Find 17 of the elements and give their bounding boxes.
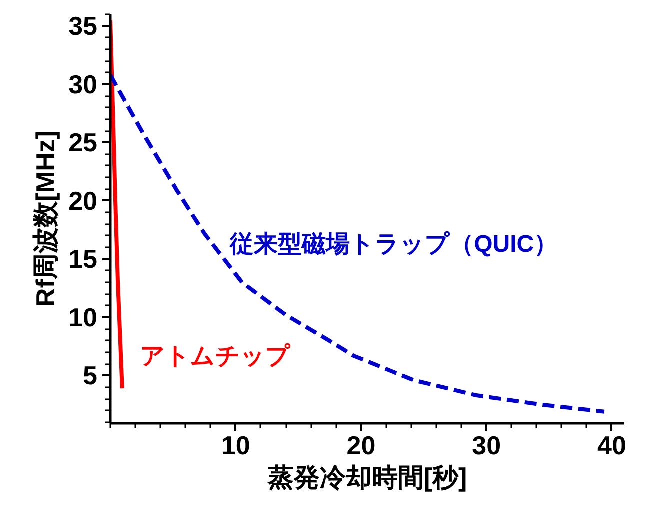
x-axis-title: 蒸発冷却時間[秒]	[266, 462, 468, 492]
x-tick-label: 20	[346, 430, 376, 460]
x-tick-label: 10	[221, 430, 250, 460]
x-tick-label: 40	[598, 430, 626, 460]
y-tick-label: 10	[68, 302, 98, 332]
y-tick-label: 15	[68, 244, 98, 274]
series-label: アトムチップ	[140, 343, 292, 370]
series-label: 従来型磁場トラップ（QUIC）	[229, 231, 558, 258]
y-tick-label: 5	[83, 360, 98, 391]
y-tick-label: 35	[68, 11, 98, 42]
y-tick-label: 20	[68, 186, 98, 216]
y-tick-label: 30	[68, 69, 98, 100]
x-tick-label: 30	[472, 430, 502, 460]
y-axis-title: Rf周波数[MHz]	[30, 130, 61, 308]
line-series	[110, 18, 124, 391]
line-series	[110, 73, 606, 414]
y-tick-label: 25	[68, 128, 98, 158]
